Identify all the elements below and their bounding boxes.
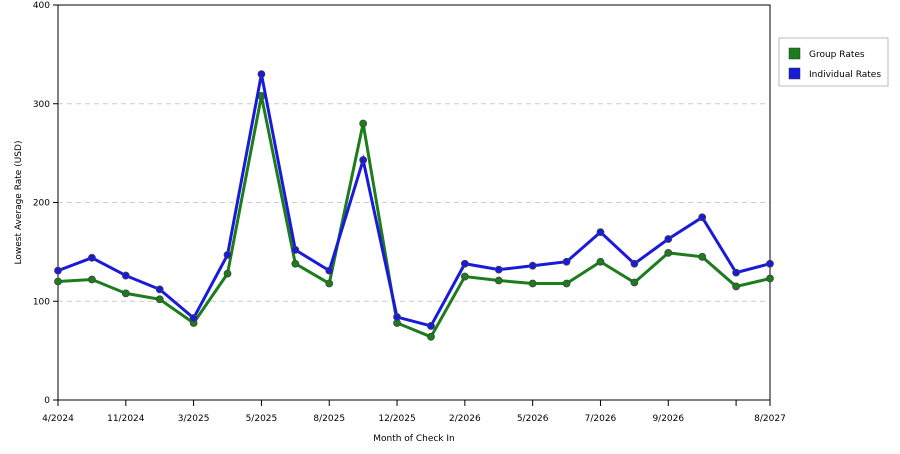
data-point [427,322,435,330]
data-point [291,259,300,268]
legend-swatch [788,47,801,60]
data-point [88,275,96,284]
x-tick-label: 5/2025 [246,414,278,424]
data-point [596,228,605,237]
data-point [189,314,198,322]
data-point [121,271,130,280]
data-point [460,259,469,268]
data-point [359,156,368,164]
data-point [562,257,571,266]
data-point [155,295,164,304]
legend-label: Individual Rates [809,70,881,80]
data-point [325,266,334,275]
x-tick-label: 12/2025 [378,414,415,424]
plot-frame [57,4,771,401]
data-point [732,282,740,291]
data-point [325,279,334,288]
data-point [88,253,96,262]
data-point [460,272,469,281]
data-point [54,266,62,275]
x-tick-label: 2/2026 [449,414,481,424]
data-point [630,278,639,287]
data-point [664,235,673,243]
y-tick-label: 100 [33,297,50,307]
data-point [732,268,740,277]
data-point [121,289,130,298]
data-point [257,70,266,79]
data-point [766,259,774,268]
data-point [562,279,571,288]
data-point [427,332,435,341]
series-line [57,73,771,328]
data-point [223,250,232,259]
data-point [359,119,368,128]
x-tick-label: 3/2025 [178,414,210,424]
x-tick-label: 9/2026 [652,414,684,424]
data-point [528,279,537,288]
data-point [54,277,62,286]
data-point [698,213,707,222]
data-point [630,259,639,268]
legend-label: Group Rates [809,50,865,60]
y-tick-label: 400 [33,1,50,11]
data-point [698,252,707,261]
x-axis-label: Month of Check In [373,434,455,444]
data-point [494,265,503,274]
x-tick-label: 8/2027 [754,414,786,424]
data-point [155,285,164,294]
data-point [223,269,232,278]
data-point [596,257,605,266]
data-point [494,276,503,285]
y-tick-label: 200 [33,199,50,209]
data-point [664,248,673,257]
x-tick-label: 4/2024 [42,414,74,424]
y-axis-label: Lowest Average Rate (USD) [14,141,24,265]
y-tick-label: 300 [33,100,50,110]
data-point [393,313,401,321]
data-point [528,261,537,270]
data-point [766,274,774,283]
x-tick-label: 11/2024 [107,414,145,424]
x-tick-label: 5/2026 [517,414,549,424]
x-tick-label: 8/2025 [313,414,345,424]
series-line [57,95,771,339]
y-tick-label: 0 [44,396,50,406]
legend-swatch [788,67,801,80]
x-tick-label: 7/2026 [585,414,617,424]
data-point [291,245,300,254]
